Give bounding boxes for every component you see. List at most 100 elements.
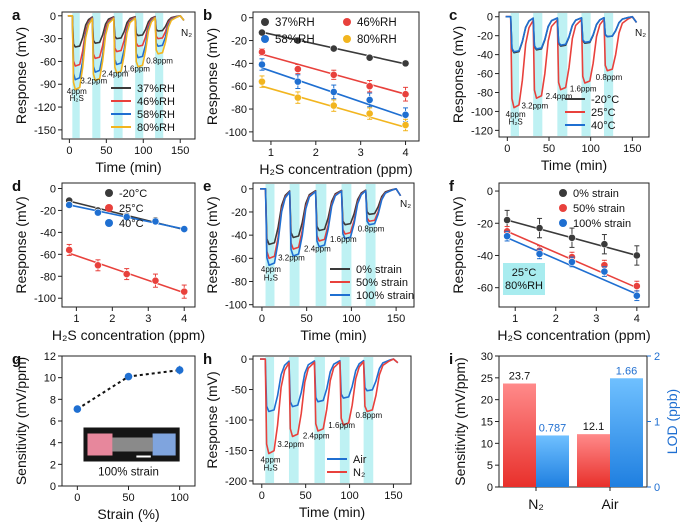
y-tick-label: -100 [34, 293, 56, 305]
legend-label: 25°C [119, 203, 144, 215]
panel-g: g 0 50 100 0 2 4 6 8 10 12 Strain (%) Sensitivity (m… [12, 351, 196, 522]
legend-label: N₂ [353, 467, 365, 479]
data-point [65, 246, 74, 254]
panel-h: h 0 50 100 150 0 -50 -100 -150 -200 Time (min) Resp… [203, 351, 412, 520]
data-point [535, 249, 544, 258]
y-tick-label: -60 [40, 249, 56, 261]
legend-label: 25°C [591, 107, 616, 119]
data-point [258, 77, 266, 86]
y-tick-label: 0 [487, 482, 493, 494]
inset-stretched-film [112, 437, 153, 452]
peak-annotation: 2.4ppm [303, 431, 330, 440]
y-tick-label: 15 [481, 417, 493, 429]
y-tick-label: -100 [225, 127, 247, 139]
peak-annotation: 0.8ppm [358, 225, 385, 234]
gas-exposure-shading [510, 13, 614, 136]
panel-label: f [449, 178, 455, 195]
legend-swatch [343, 18, 351, 26]
panel-label: a [12, 7, 21, 24]
y-tick-label: -150 [225, 445, 247, 457]
x-tick-label: 150 [387, 313, 405, 325]
gas-exposure-shading [265, 357, 374, 483]
legend-label: 100% strain [356, 290, 414, 302]
panel-label: g [12, 351, 21, 368]
x-tick-label: 1 [512, 313, 518, 325]
peak-annotation: 4ppm [506, 110, 526, 119]
peak-annotation: H₂S [263, 464, 277, 473]
exposure-window [288, 357, 299, 483]
x-tick-label: 4 [402, 147, 408, 159]
y-tick-label: -40 [477, 250, 493, 262]
peak-annotation: 3.2ppm [80, 76, 107, 85]
panel-label: b [203, 7, 212, 24]
x-axis-label: H₂S concentration (ppm) [52, 327, 205, 343]
x-axis-label: Time (min) [300, 327, 366, 343]
x-tick-label: 100 [340, 490, 358, 502]
data-point [600, 267, 609, 276]
legend-label: -20°C [591, 94, 619, 106]
data-point [258, 28, 266, 37]
peak-annotation: 1.6ppm [123, 64, 150, 73]
x-axis-label: H₂S concentration (ppm) [259, 161, 412, 177]
x-tick-label: 100 [342, 313, 360, 325]
y-tick-label: -150 [34, 125, 56, 137]
y-tick-label: 8 [50, 394, 56, 406]
y-tick-label: -20 [231, 36, 247, 48]
plot-frame [61, 11, 196, 140]
x-tick-label: 4 [181, 313, 187, 325]
peak-annotation: 4ppm [261, 265, 281, 274]
plot-frame [252, 11, 420, 142]
y-tick-label: 0 [487, 186, 493, 198]
plot-frame [498, 182, 650, 308]
atmosphere-label: N₂ [400, 199, 411, 210]
exposure-window [135, 13, 144, 138]
inset-caption: 100% strain [98, 467, 159, 479]
exposure-window [365, 184, 376, 306]
y-tick-label: 12 [44, 351, 56, 363]
bar-value-label: 0.787 [539, 422, 567, 434]
x-tick-label: 150 [171, 145, 189, 157]
panel-d: d 1 2 3 4 0 -20 -40 -60 -80 -100 H₂S concentration … [12, 178, 205, 343]
panel-a: a 0 50 100 150 0 -30 -60 -90 -120 -150 Time (min) Re… [12, 7, 196, 175]
data-point [568, 258, 576, 266]
legend-label: 58%RH [275, 34, 315, 46]
y-tick-label: 25 [481, 373, 493, 385]
data-point [65, 201, 74, 209]
exposure-window [314, 357, 325, 483]
peak-annotation: 3.2ppm [278, 254, 305, 263]
data-point [151, 276, 160, 285]
exposure-window [533, 13, 543, 136]
y-tick-label: -40 [40, 227, 56, 239]
data-point [94, 261, 102, 270]
y-axis-label: Response (mV) [450, 26, 466, 123]
x-axis-label: Time (min) [299, 504, 365, 520]
legend-swatch [343, 35, 351, 43]
y-tick-label: -20 [477, 218, 493, 230]
peak-annotation: H₂S [264, 273, 278, 282]
data-point [122, 213, 131, 221]
data-point [401, 121, 410, 129]
y-tick-label: 6 [50, 416, 56, 428]
y-axis-label: Response (mV) [450, 196, 466, 293]
x-tick-label: 2 [313, 147, 319, 159]
peak-annotation: 1.6ppm [330, 235, 357, 244]
peak-annotation: 4ppm [261, 456, 281, 465]
condition-text: 25°C [512, 267, 537, 279]
x-tick-label: 2 [553, 313, 559, 325]
x-tick-label: 3 [358, 147, 364, 159]
bar-value-label: 23.7 [509, 371, 530, 383]
y-tick-label: -80 [231, 277, 247, 289]
legend-swatch [105, 204, 113, 212]
condition-box [503, 263, 545, 295]
data-point [600, 240, 609, 249]
data-point [329, 44, 338, 53]
legend-label: 40°C [119, 218, 144, 230]
data-point [94, 208, 102, 217]
y-tick-label: -40 [231, 58, 247, 70]
y-right-tick-label: 1 [654, 417, 660, 429]
panel-label: i [449, 351, 453, 368]
series-line-1 [260, 187, 402, 246]
data-point [258, 48, 266, 56]
data-point [73, 405, 82, 413]
